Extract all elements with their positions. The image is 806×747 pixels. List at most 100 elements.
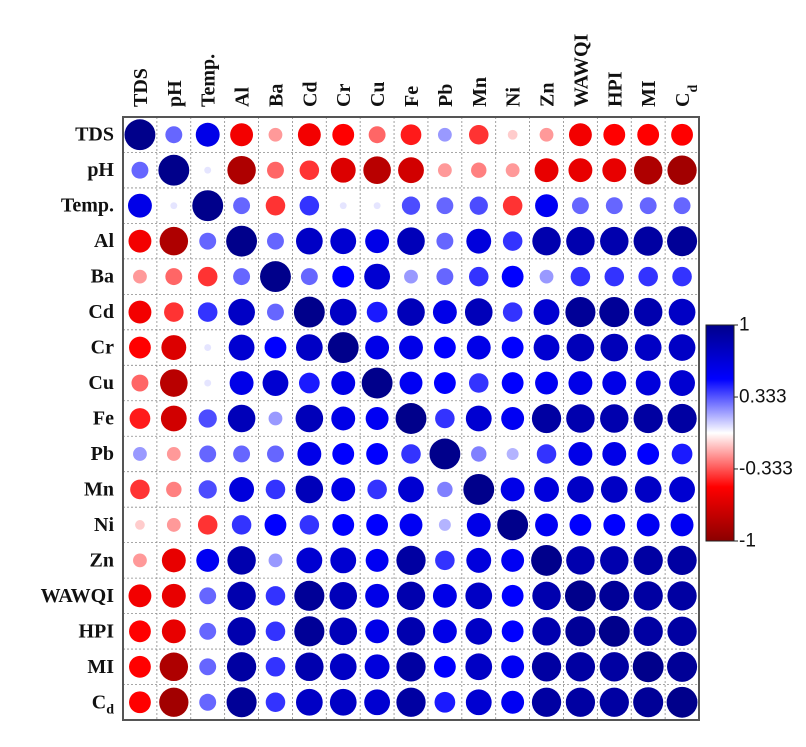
row-label: MI <box>87 656 114 678</box>
correlation-circle <box>399 335 423 360</box>
correlation-circle <box>295 688 323 716</box>
column-label: Fe <box>401 86 423 107</box>
column-label: Cu <box>367 81 389 107</box>
correlation-circle <box>466 335 491 360</box>
correlation-circle <box>433 372 456 394</box>
correlation-circle <box>600 546 629 575</box>
correlation-circle <box>639 197 657 215</box>
correlation-circle <box>296 547 323 574</box>
correlation-circle <box>466 228 492 254</box>
correlation-circle <box>531 687 562 717</box>
correlation-circle <box>229 371 254 395</box>
correlation-circle <box>233 268 251 286</box>
correlation-circle <box>396 617 426 646</box>
correlation-circle <box>564 580 596 612</box>
correlation-circle <box>265 479 286 500</box>
correlation-circle <box>633 616 663 646</box>
correlation-circle <box>329 653 357 681</box>
correlation-circle <box>165 268 183 286</box>
correlation-circle <box>531 652 562 682</box>
label-main: Cr <box>91 337 114 359</box>
correlation-circle <box>634 476 662 503</box>
label-main: Pb <box>435 84 457 107</box>
correlation-circle <box>397 298 425 326</box>
correlation-circle <box>505 163 520 178</box>
correlation-circle <box>267 232 284 250</box>
correlation-circle <box>233 445 251 463</box>
column-label: Zn <box>537 83 559 107</box>
correlation-circle <box>531 544 562 576</box>
correlation-circle <box>265 586 286 606</box>
correlation-circle <box>295 334 323 361</box>
correlation-circle <box>437 163 452 178</box>
colorbar-tick-label: 1 <box>739 315 750 336</box>
correlation-circle <box>267 445 284 463</box>
row-label: Cr <box>91 337 114 359</box>
correlation-circle <box>295 227 323 255</box>
correlation-circle <box>502 231 523 251</box>
correlation-circle <box>633 297 663 327</box>
colorbar-tick-label: -0.333 <box>739 458 793 479</box>
correlation-circle <box>671 443 693 465</box>
correlation-circle <box>633 155 663 185</box>
correlation-circle <box>429 438 461 470</box>
correlation-circle <box>568 371 593 395</box>
row-label: Mn <box>84 478 114 500</box>
row-label: WAWQI <box>41 585 115 607</box>
correlation-circle <box>161 548 186 573</box>
correlation-circle <box>159 687 189 717</box>
correlation-circle <box>166 447 181 461</box>
column-label: Cr <box>333 84 355 107</box>
column-label: Cd <box>672 85 701 107</box>
correlation-circle <box>533 334 560 361</box>
correlation-circle <box>568 442 593 466</box>
correlation-circle <box>396 545 426 576</box>
correlation-circle <box>433 336 456 359</box>
correlation-circle <box>367 479 387 500</box>
correlation-circle <box>199 232 217 250</box>
correlation-circle <box>293 296 325 328</box>
correlation-circle <box>531 403 562 434</box>
correlation-circle <box>127 193 152 218</box>
correlation-circle <box>133 269 147 284</box>
correlation-circle <box>437 127 452 142</box>
correlation-circle <box>128 584 152 608</box>
column-label: Ba <box>265 84 287 107</box>
correlation-circle <box>667 403 697 434</box>
correlation-circle <box>373 202 381 210</box>
correlation-circle <box>436 268 454 286</box>
row-label: Zn <box>90 549 114 571</box>
correlation-circle <box>534 158 559 183</box>
correlation-circle <box>230 123 254 147</box>
correlation-circle <box>133 447 147 461</box>
correlation-circle <box>502 302 523 322</box>
correlation-circle <box>332 513 355 536</box>
correlation-circle <box>295 475 324 504</box>
row-label: Temp. <box>61 195 114 217</box>
label-main: HPI <box>78 620 114 642</box>
correlation-circle <box>124 119 156 151</box>
correlation-circle <box>471 446 487 462</box>
correlation-circle <box>197 266 218 287</box>
correlation-circle <box>332 123 355 146</box>
correlation-circle <box>671 123 693 146</box>
correlation-circle <box>506 447 519 460</box>
correlation-circle <box>566 226 595 256</box>
correlation-circle <box>565 652 596 682</box>
correlation-circle <box>198 480 217 499</box>
correlation-circle <box>297 123 321 147</box>
correlation-circle <box>599 297 630 328</box>
correlation-circle <box>161 583 186 608</box>
correlation-circle <box>471 162 487 178</box>
correlation-circle <box>637 443 660 465</box>
correlation-circle <box>159 226 189 256</box>
correlation-circle <box>566 404 595 433</box>
correlation-circle <box>229 476 255 502</box>
correlation-circle <box>404 269 418 284</box>
correlation-circle <box>199 658 217 676</box>
label-main: TDS <box>130 68 152 107</box>
correlation-circle <box>401 444 421 464</box>
colorbar-tick-label: 0.333 <box>739 387 787 408</box>
correlation-circle <box>295 404 324 433</box>
correlation-circle <box>568 158 593 183</box>
